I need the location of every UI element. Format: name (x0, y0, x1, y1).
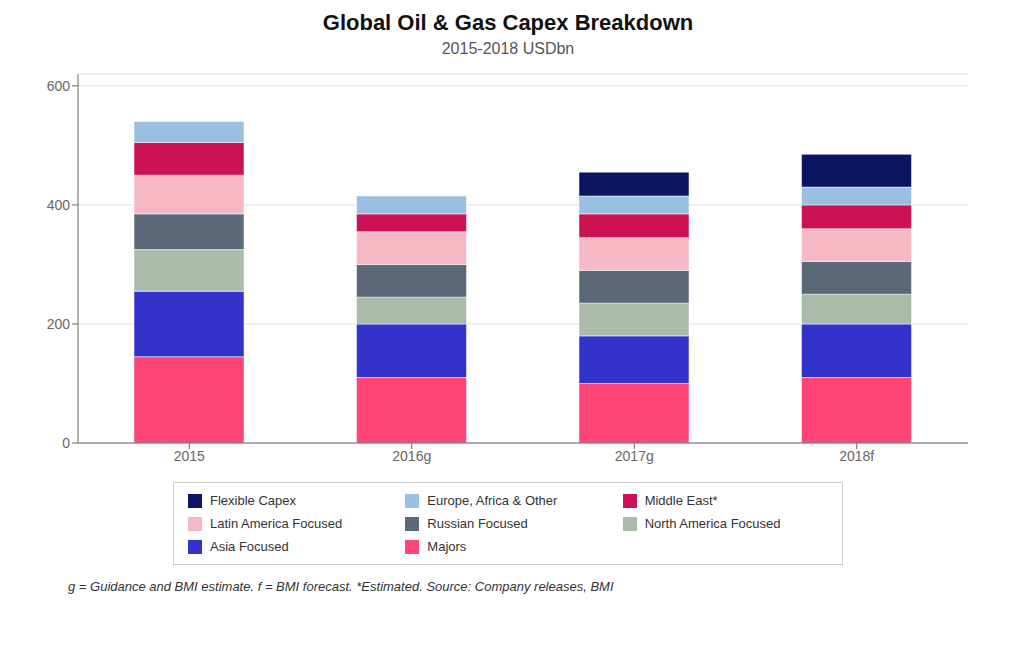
html-text:Global Oil & Gas Capex Breakdo: Global Oil & Gas Capex Breakdown (322, 10, 694, 35)
html-text:Asia Focused: Asia Focused (210, 539, 289, 554)
svg-text:0: 0 (62, 435, 70, 451)
html-text:Latin America Focused: Latin America Focused (210, 516, 343, 531)
html-text:Middle East*: Middle East* (644, 493, 718, 508)
html-text:Russian Focused: Russian Focused (427, 516, 528, 531)
html-text:Europe, Africa & Other: Europe, Africa & Other (427, 493, 558, 508)
html-text:g = Guidance and BMI estimate.: g = Guidance and BMI estimate. f = BMI f… (68, 579, 614, 594)
svg-text:2015: 2015 (174, 448, 205, 464)
svg-text:2017g: 2017g (615, 448, 654, 464)
svg-text:400: 400 (47, 197, 71, 213)
svg-text:200: 200 (47, 316, 71, 332)
html-text:North America Focused: North America Focused (644, 516, 781, 531)
html-text:Majors: Majors (427, 539, 467, 554)
svg-text:600: 600 (47, 78, 71, 94)
html-text:Flexible Capex: Flexible Capex (210, 493, 296, 508)
svg-text:2018f: 2018f (839, 448, 874, 464)
html-text:2015-2018 USDbn: 2015-2018 USDbn (441, 40, 575, 57)
svg-text:2016g: 2016g (392, 448, 431, 464)
